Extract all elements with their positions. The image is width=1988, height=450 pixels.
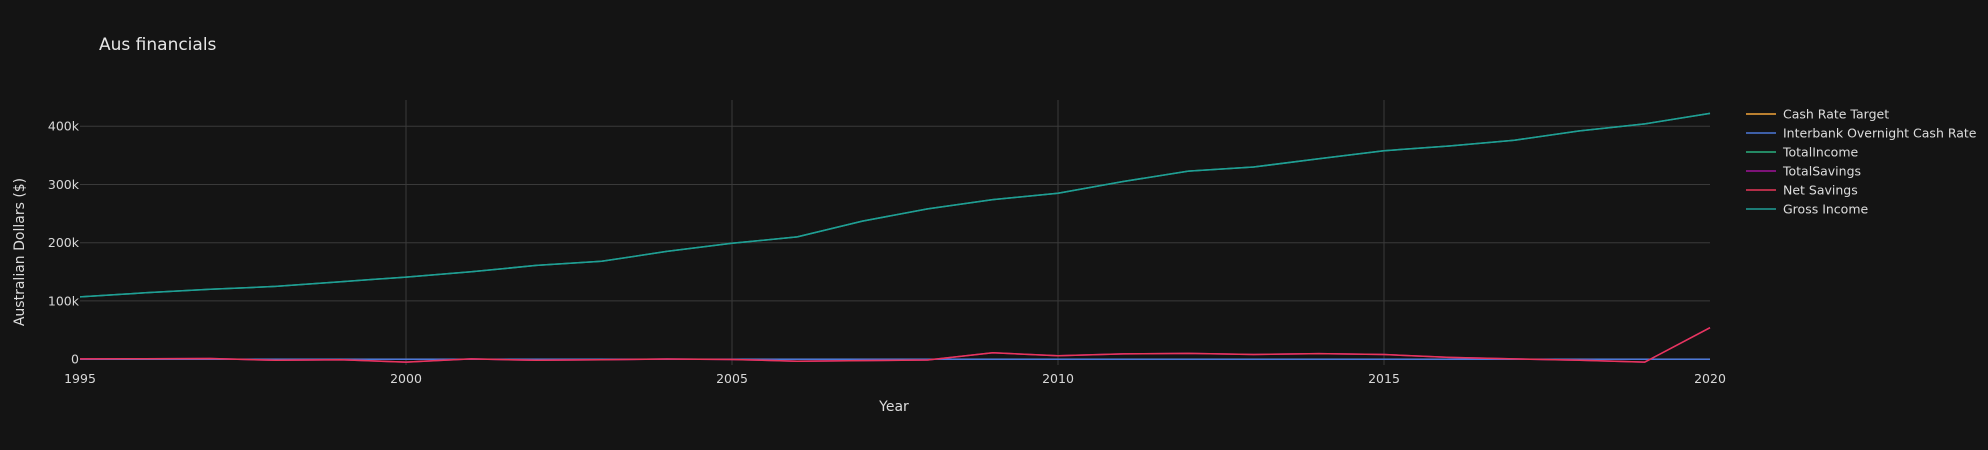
legend-label: Interbank Overnight Cash Rate <box>1783 126 1977 141</box>
legend-label: TotalIncome <box>1782 145 1858 160</box>
y-tick-label: 300k <box>48 177 80 192</box>
x-tick-label: 2020 <box>1694 371 1726 386</box>
legend-item[interactable]: TotalIncome <box>1746 145 1858 160</box>
y-tick-label: 0 <box>71 352 79 367</box>
legend-item[interactable]: Net Savings <box>1746 183 1858 198</box>
y-tick-label: 100k <box>48 293 80 308</box>
legend: Cash Rate Target Interbank Overnight Cash… <box>1746 107 1977 217</box>
y-tick-label: 200k <box>48 235 80 250</box>
x-axis-title: Year <box>878 399 909 415</box>
series-line <box>79 112 1711 298</box>
chart-title: Aus financials <box>99 35 217 55</box>
y-axis-title: Australian Dollars ($) <box>12 178 28 326</box>
series-lines <box>79 112 1711 363</box>
legend-item[interactable]: Interbank Overnight Cash Rate <box>1746 126 1977 141</box>
plot-area <box>79 100 1711 365</box>
legend-label: Gross Income <box>1783 202 1869 217</box>
x-tick-label: 2000 <box>390 371 422 386</box>
legend-label: TotalSavings <box>1782 164 1861 179</box>
x-tick-label: 2010 <box>1042 371 1074 386</box>
legend-item[interactable]: Cash Rate Target <box>1746 107 1889 122</box>
y-tick-label: 400k <box>48 119 80 134</box>
legend-label: Cash Rate Target <box>1783 107 1889 122</box>
x-tick-label: 2005 <box>716 371 748 386</box>
legend-label: Net Savings <box>1783 183 1858 198</box>
y-axis-ticks: 0 100k 200k 300k 400k <box>48 119 80 367</box>
legend-item[interactable]: TotalSavings <box>1746 164 1861 179</box>
series-line <box>79 327 1711 363</box>
legend-item[interactable]: Gross Income <box>1746 202 1869 217</box>
x-tick-label: 2015 <box>1368 371 1400 386</box>
x-axis-ticks: 1995 2000 2005 2010 2015 2020 <box>64 371 1726 386</box>
x-tick-label: 1995 <box>64 371 96 386</box>
